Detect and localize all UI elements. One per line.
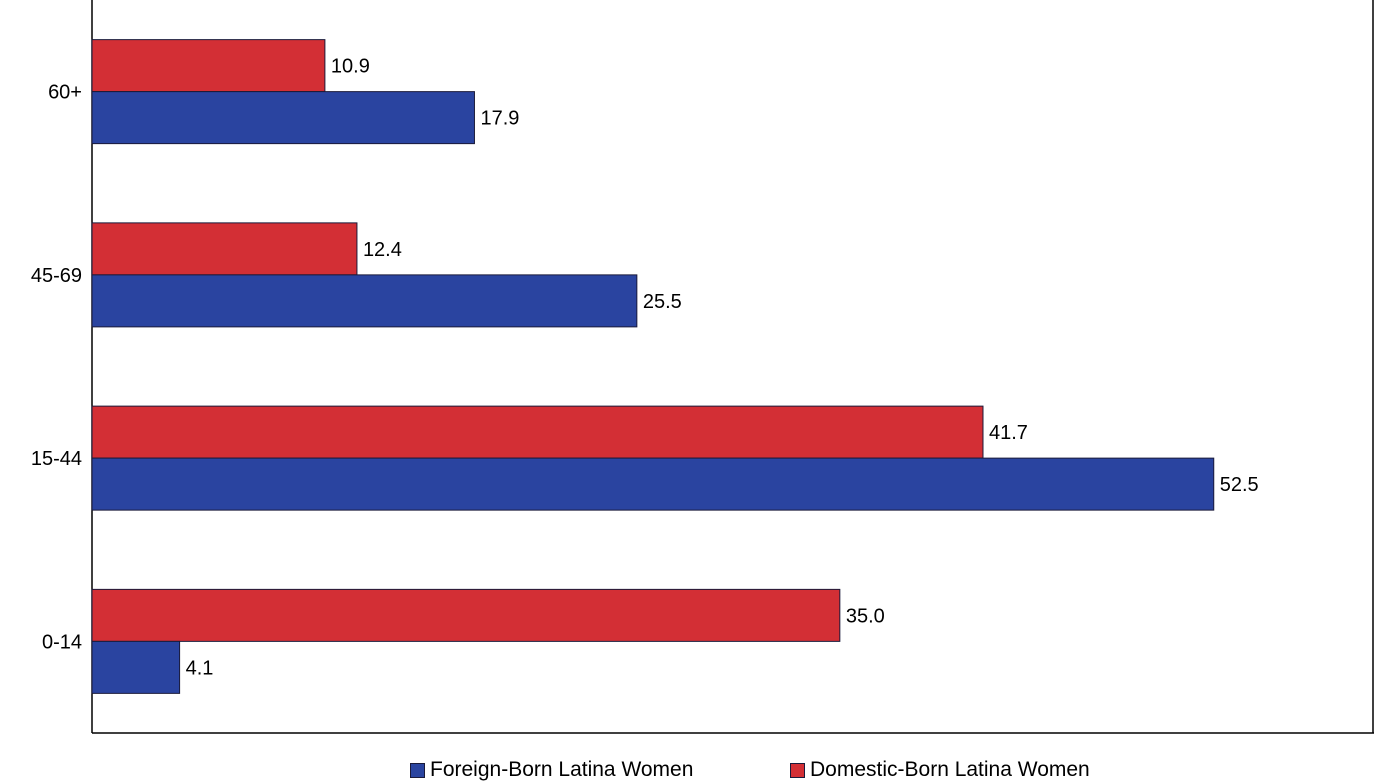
value-label-foreign-born-latina-women-0-14: 4.1	[186, 657, 214, 679]
bar-foreign-born-latina-women-45-69	[91, 274, 638, 328]
bar-group	[91, 39, 1215, 694]
category-label-15-44: 15-44	[31, 448, 82, 470]
value-label-foreign-born-latina-women-45-69: 25.5	[643, 291, 682, 313]
bar-chart: 60+ 45-69 15-44 0-14 10.9 17.9 12.4 25.5 41.7 52…	[31, 0, 1374, 734]
bar-domestic-born-latina-women-15-44	[91, 405, 984, 459]
legend-item-foreign-born: Foreign-Born Latina Women	[410, 756, 693, 784]
bar-domestic-born-latina-women-60+	[91, 39, 326, 93]
bar-foreign-born-latina-women-15-44	[91, 457, 1215, 511]
value-label-domestic-born-latina-women-0-14: 35.0	[846, 605, 885, 627]
category-label-45-69: 45-69	[31, 265, 82, 287]
value-label-foreign-born-latina-women-15-44: 52.5	[1220, 474, 1259, 496]
category-label-0-14: 0-14	[42, 631, 82, 653]
category-label-60+: 60+	[48, 82, 82, 104]
bar-domestic-born-latina-women-0-14	[91, 588, 841, 642]
legend-swatch-foreign-born	[410, 762, 425, 778]
legend-swatch-domestic-born	[790, 762, 805, 778]
legend: Foreign-Born Latina Women Domestic-Born …	[0, 756, 1374, 784]
legend-item-domestic-born: Domestic-Born Latina Women	[790, 756, 1090, 784]
legend-label-foreign-born: Foreign-Born Latina Women	[430, 758, 694, 781]
value-label-domestic-born-latina-women-15-44: 41.7	[989, 422, 1028, 444]
bar-domestic-born-latina-women-45-69	[91, 222, 358, 276]
value-labels: 10.9 17.9 12.4 25.5 41.7 52.5 35.0 4.1	[186, 56, 1259, 680]
bar-foreign-born-latina-women-0-14	[91, 640, 181, 694]
bar-foreign-born-latina-women-60+	[91, 91, 475, 145]
category-labels: 60+ 45-69 15-44 0-14	[31, 82, 82, 654]
value-label-foreign-born-latina-women-60+: 17.9	[480, 108, 519, 130]
value-label-domestic-born-latina-women-45-69: 12.4	[363, 239, 402, 261]
legend-label-domestic-born: Domestic-Born Latina Women	[810, 758, 1090, 781]
value-label-domestic-born-latina-women-60+: 10.9	[331, 56, 370, 78]
